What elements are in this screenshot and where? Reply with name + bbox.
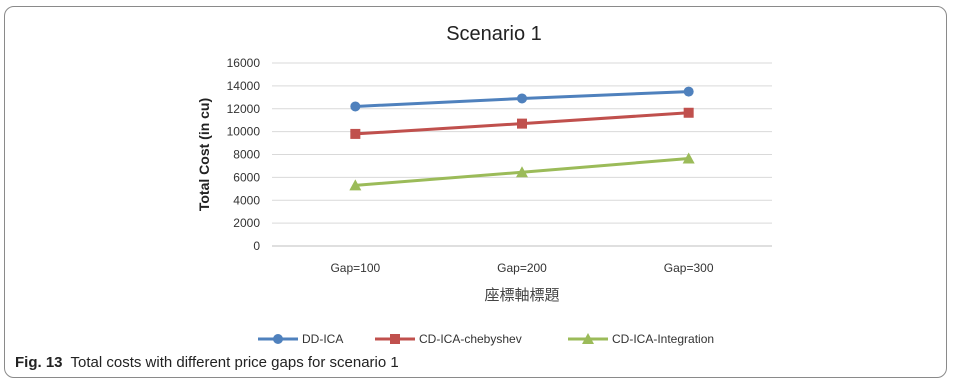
figure-caption: Fig. 13 Total costs with different price …: [15, 354, 399, 371]
x-tick-label: Gap=200: [497, 261, 547, 275]
y-tick-label: 6000: [233, 170, 260, 184]
data-point-series-1: [350, 101, 361, 112]
y-tick-label: 16000: [227, 56, 261, 70]
chart-title: Scenario 1: [446, 23, 542, 45]
data-point-series-3: [682, 152, 695, 164]
figure-caption-text: Total costs with different price gaps fo…: [70, 354, 399, 371]
figure-caption-label: Fig. 13: [15, 354, 63, 371]
data-point-series-2: [350, 128, 361, 139]
figure-frame: [4, 6, 947, 378]
y-tick-label: 14000: [227, 79, 261, 93]
x-tick-label: Gap=100: [330, 261, 380, 275]
legend-label-3: CD-ICA-Integration: [612, 332, 714, 346]
data-point-series-1: [517, 93, 527, 104]
y-tick-label: 4000: [233, 193, 260, 207]
y-axis-title: Total Cost (in cu): [196, 98, 212, 211]
y-tick-label: 8000: [233, 148, 260, 162]
legend-marker-3: [582, 333, 594, 344]
legend-marker-1: [273, 334, 283, 344]
y-tick-label: 10000: [227, 125, 261, 139]
data-point-series-2: [517, 118, 527, 129]
legend-marker-2: [390, 334, 400, 344]
x-tick-label: Gap=300: [664, 261, 714, 275]
y-tick-label: 12000: [227, 102, 261, 116]
y-tick-label: 0: [253, 239, 260, 253]
legend-label-2: CD-ICA-chebyshev: [419, 332, 522, 346]
data-point-series-3: [349, 179, 362, 191]
data-point-series-2: [683, 107, 694, 118]
legend-label-1: DD-ICA: [302, 332, 343, 346]
y-tick-label: 2000: [233, 216, 260, 230]
data-point-series-3: [516, 166, 528, 178]
x-axis-title: 座標軸標題: [484, 286, 559, 304]
data-point-series-1: [683, 86, 694, 97]
